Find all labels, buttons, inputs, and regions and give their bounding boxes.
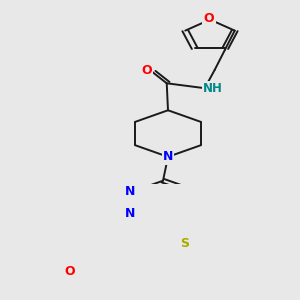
Text: NH: NH — [203, 82, 223, 95]
Text: O: O — [141, 64, 152, 77]
Text: O: O — [204, 13, 214, 26]
Text: N: N — [163, 150, 173, 163]
Text: S: S — [181, 237, 190, 250]
Text: N: N — [124, 185, 135, 198]
Text: O: O — [64, 265, 75, 278]
Text: N: N — [124, 207, 135, 220]
